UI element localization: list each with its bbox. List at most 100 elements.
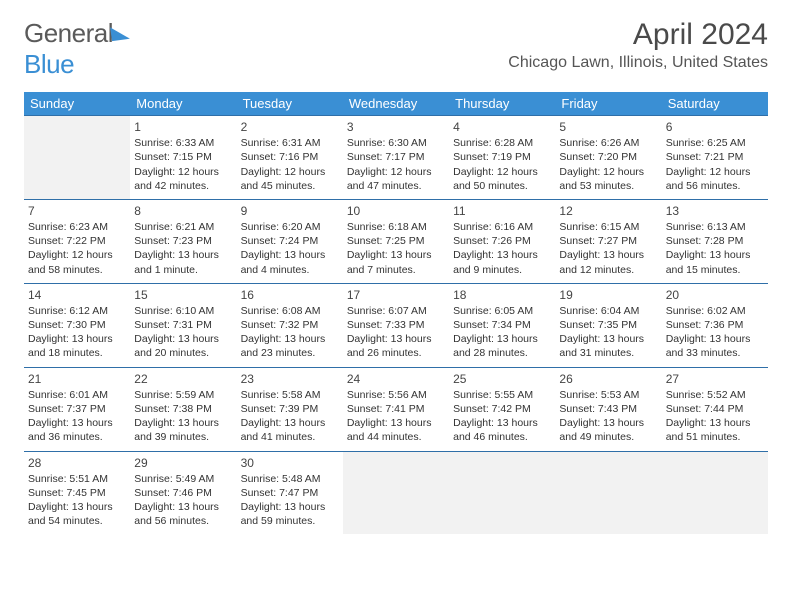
cell-day2: and 12 minutes.	[559, 263, 657, 277]
calendar-cell: 26Sunrise: 5:53 AMSunset: 7:43 PMDayligh…	[555, 367, 661, 451]
cell-day2: and 4 minutes.	[241, 263, 339, 277]
cell-sunset: Sunset: 7:20 PM	[559, 150, 657, 164]
cell-day2: and 31 minutes.	[559, 346, 657, 360]
day-number: 17	[347, 287, 445, 303]
cell-sunrise: Sunrise: 6:31 AM	[241, 136, 339, 150]
cell-sunset: Sunset: 7:45 PM	[28, 486, 126, 500]
calendar-cell: 29Sunrise: 5:49 AMSunset: 7:46 PMDayligh…	[130, 451, 236, 534]
title-block: April 2024 Chicago Lawn, Illinois, Unite…	[508, 18, 768, 72]
cell-sunset: Sunset: 7:22 PM	[28, 234, 126, 248]
calendar-cell: 11Sunrise: 6:16 AMSunset: 7:26 PMDayligh…	[449, 199, 555, 283]
cell-sunset: Sunset: 7:34 PM	[453, 318, 551, 332]
cell-day2: and 46 minutes.	[453, 430, 551, 444]
cell-day2: and 45 minutes.	[241, 179, 339, 193]
cell-sunset: Sunset: 7:23 PM	[134, 234, 232, 248]
cell-sunrise: Sunrise: 6:05 AM	[453, 304, 551, 318]
cell-day1: Daylight: 13 hours	[241, 248, 339, 262]
day-number: 28	[28, 455, 126, 471]
cell-day2: and 15 minutes.	[666, 263, 764, 277]
calendar-cell: 12Sunrise: 6:15 AMSunset: 7:27 PMDayligh…	[555, 199, 661, 283]
cell-sunset: Sunset: 7:46 PM	[134, 486, 232, 500]
cell-day2: and 41 minutes.	[241, 430, 339, 444]
day-number: 6	[666, 119, 764, 135]
calendar-cell: 21Sunrise: 6:01 AMSunset: 7:37 PMDayligh…	[24, 367, 130, 451]
cell-sunset: Sunset: 7:24 PM	[241, 234, 339, 248]
cell-sunrise: Sunrise: 6:25 AM	[666, 136, 764, 150]
cell-sunset: Sunset: 7:21 PM	[666, 150, 764, 164]
calendar-cell: 23Sunrise: 5:58 AMSunset: 7:39 PMDayligh…	[237, 367, 343, 451]
calendar-cell	[449, 451, 555, 534]
cell-sunrise: Sunrise: 6:28 AM	[453, 136, 551, 150]
day-header: Wednesday	[343, 92, 449, 116]
day-number: 25	[453, 371, 551, 387]
brand-logo: General Blue	[24, 18, 129, 80]
calendar-cell: 6Sunrise: 6:25 AMSunset: 7:21 PMDaylight…	[662, 116, 768, 200]
day-number: 26	[559, 371, 657, 387]
day-header: Thursday	[449, 92, 555, 116]
day-number: 18	[453, 287, 551, 303]
cell-sunrise: Sunrise: 6:23 AM	[28, 220, 126, 234]
cell-sunset: Sunset: 7:25 PM	[347, 234, 445, 248]
cell-day1: Daylight: 13 hours	[28, 500, 126, 514]
cell-day1: Daylight: 12 hours	[559, 165, 657, 179]
day-number: 8	[134, 203, 232, 219]
day-number: 13	[666, 203, 764, 219]
cell-sunset: Sunset: 7:37 PM	[28, 402, 126, 416]
cell-sunset: Sunset: 7:17 PM	[347, 150, 445, 164]
calendar-cell	[555, 451, 661, 534]
cell-day2: and 23 minutes.	[241, 346, 339, 360]
cell-day2: and 26 minutes.	[347, 346, 445, 360]
day-number: 7	[28, 203, 126, 219]
calendar-cell: 19Sunrise: 6:04 AMSunset: 7:35 PMDayligh…	[555, 283, 661, 367]
day-number: 3	[347, 119, 445, 135]
day-number: 21	[28, 371, 126, 387]
brand-word-1: General	[24, 18, 113, 48]
cell-day1: Daylight: 13 hours	[559, 416, 657, 430]
cell-sunset: Sunset: 7:35 PM	[559, 318, 657, 332]
cell-day2: and 44 minutes.	[347, 430, 445, 444]
cell-day1: Daylight: 13 hours	[28, 332, 126, 346]
cell-day2: and 33 minutes.	[666, 346, 764, 360]
cell-sunrise: Sunrise: 5:58 AM	[241, 388, 339, 402]
cell-day1: Daylight: 13 hours	[453, 248, 551, 262]
cell-sunrise: Sunrise: 6:33 AM	[134, 136, 232, 150]
cell-sunrise: Sunrise: 6:20 AM	[241, 220, 339, 234]
cell-sunrise: Sunrise: 6:21 AM	[134, 220, 232, 234]
cell-day1: Daylight: 13 hours	[559, 248, 657, 262]
cell-sunrise: Sunrise: 5:48 AM	[241, 472, 339, 486]
cell-day1: Daylight: 13 hours	[241, 500, 339, 514]
cell-sunset: Sunset: 7:47 PM	[241, 486, 339, 500]
calendar-week: 14Sunrise: 6:12 AMSunset: 7:30 PMDayligh…	[24, 283, 768, 367]
day-number: 12	[559, 203, 657, 219]
cell-day2: and 56 minutes.	[666, 179, 764, 193]
cell-day1: Daylight: 12 hours	[134, 165, 232, 179]
day-number: 1	[134, 119, 232, 135]
calendar-week: 1Sunrise: 6:33 AMSunset: 7:15 PMDaylight…	[24, 116, 768, 200]
calendar-cell: 10Sunrise: 6:18 AMSunset: 7:25 PMDayligh…	[343, 199, 449, 283]
cell-sunrise: Sunrise: 6:10 AM	[134, 304, 232, 318]
day-number: 22	[134, 371, 232, 387]
cell-day2: and 20 minutes.	[134, 346, 232, 360]
cell-day1: Daylight: 13 hours	[241, 416, 339, 430]
calendar-cell: 17Sunrise: 6:07 AMSunset: 7:33 PMDayligh…	[343, 283, 449, 367]
calendar-cell: 27Sunrise: 5:52 AMSunset: 7:44 PMDayligh…	[662, 367, 768, 451]
day-header: Saturday	[662, 92, 768, 116]
cell-day2: and 51 minutes.	[666, 430, 764, 444]
day-number: 19	[559, 287, 657, 303]
calendar-cell: 24Sunrise: 5:56 AMSunset: 7:41 PMDayligh…	[343, 367, 449, 451]
cell-day2: and 56 minutes.	[134, 514, 232, 528]
cell-sunrise: Sunrise: 6:15 AM	[559, 220, 657, 234]
cell-sunset: Sunset: 7:27 PM	[559, 234, 657, 248]
day-number: 30	[241, 455, 339, 471]
header: General Blue April 2024 Chicago Lawn, Il…	[0, 0, 792, 84]
calendar-cell	[662, 451, 768, 534]
cell-day2: and 36 minutes.	[28, 430, 126, 444]
cell-day1: Daylight: 13 hours	[666, 416, 764, 430]
calendar-cell: 5Sunrise: 6:26 AMSunset: 7:20 PMDaylight…	[555, 116, 661, 200]
day-number: 16	[241, 287, 339, 303]
day-header: Friday	[555, 92, 661, 116]
cell-day2: and 18 minutes.	[28, 346, 126, 360]
cell-day1: Daylight: 12 hours	[666, 165, 764, 179]
cell-day1: Daylight: 12 hours	[241, 165, 339, 179]
cell-sunrise: Sunrise: 5:56 AM	[347, 388, 445, 402]
